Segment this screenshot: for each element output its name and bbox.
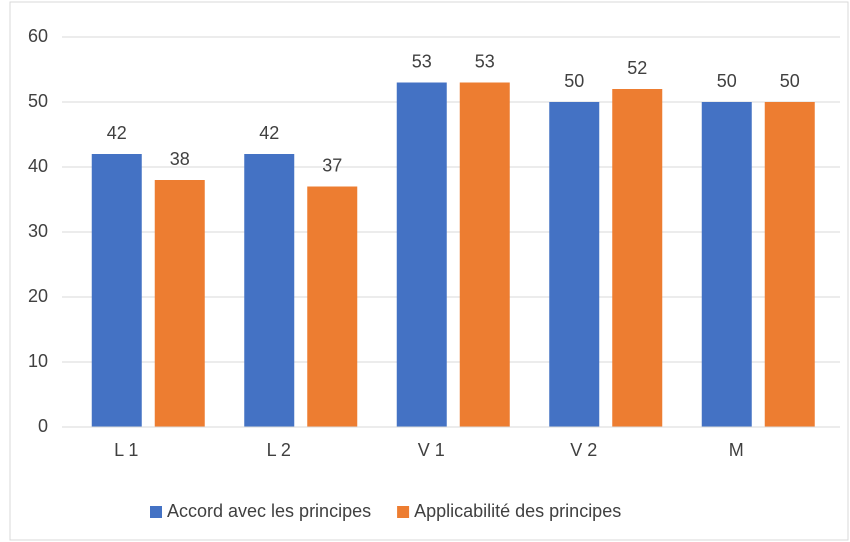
data-label: 52 (627, 58, 647, 78)
bar (549, 102, 600, 427)
data-label: 50 (717, 71, 737, 91)
legend-swatch (150, 506, 162, 518)
y-tick-label: 60 (28, 26, 48, 46)
data-label: 38 (170, 149, 190, 169)
bar (764, 102, 815, 427)
x-tick-label: L 2 (267, 440, 291, 460)
data-label: 53 (475, 51, 495, 71)
bar (91, 154, 142, 427)
bar (459, 82, 510, 427)
y-tick-label: 0 (38, 416, 48, 436)
data-label: 50 (780, 71, 800, 91)
bar (396, 82, 447, 427)
x-tick-label: V 1 (418, 440, 445, 460)
x-tick-label: L 1 (114, 440, 138, 460)
y-tick-label: 30 (28, 221, 48, 241)
x-tick-label: M (729, 440, 744, 460)
data-label: 50 (564, 71, 584, 91)
y-tick-label: 50 (28, 91, 48, 111)
bar (701, 102, 752, 427)
y-tick-label: 40 (28, 156, 48, 176)
legend-swatch (397, 506, 410, 518)
bar (612, 89, 663, 427)
legend-label: Applicabilité des principes (414, 501, 621, 521)
data-label: 37 (322, 155, 342, 175)
y-tick-label: 10 (28, 351, 48, 371)
bar (244, 154, 295, 427)
bar (307, 186, 358, 427)
y-tick-label: 20 (28, 286, 48, 306)
data-label: 42 (107, 123, 127, 143)
bar (154, 180, 205, 427)
legend-label: Accord avec les principes (167, 501, 371, 521)
data-label: 53 (412, 51, 432, 71)
data-label: 42 (259, 123, 279, 143)
x-tick-label: V 2 (570, 440, 597, 460)
